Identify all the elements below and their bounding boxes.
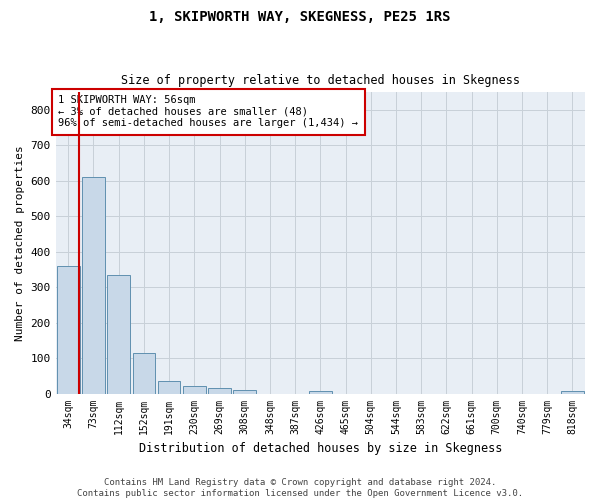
Text: 1 SKIPWORTH WAY: 56sqm
← 3% of detached houses are smaller (48)
96% of semi-deta: 1 SKIPWORTH WAY: 56sqm ← 3% of detached … <box>58 95 358 128</box>
Bar <box>561 391 584 394</box>
Bar <box>309 391 332 394</box>
Bar <box>183 386 206 394</box>
Text: 1, SKIPWORTH WAY, SKEGNESS, PE25 1RS: 1, SKIPWORTH WAY, SKEGNESS, PE25 1RS <box>149 10 451 24</box>
Bar <box>57 266 80 394</box>
Y-axis label: Number of detached properties: Number of detached properties <box>15 145 25 341</box>
Bar <box>133 353 155 394</box>
Bar <box>107 275 130 394</box>
X-axis label: Distribution of detached houses by size in Skegness: Distribution of detached houses by size … <box>139 442 502 455</box>
Title: Size of property relative to detached houses in Skegness: Size of property relative to detached ho… <box>121 74 520 87</box>
Text: Contains HM Land Registry data © Crown copyright and database right 2024.
Contai: Contains HM Land Registry data © Crown c… <box>77 478 523 498</box>
Bar <box>82 178 105 394</box>
Bar <box>233 390 256 394</box>
Bar <box>208 388 231 394</box>
Bar <box>158 381 181 394</box>
